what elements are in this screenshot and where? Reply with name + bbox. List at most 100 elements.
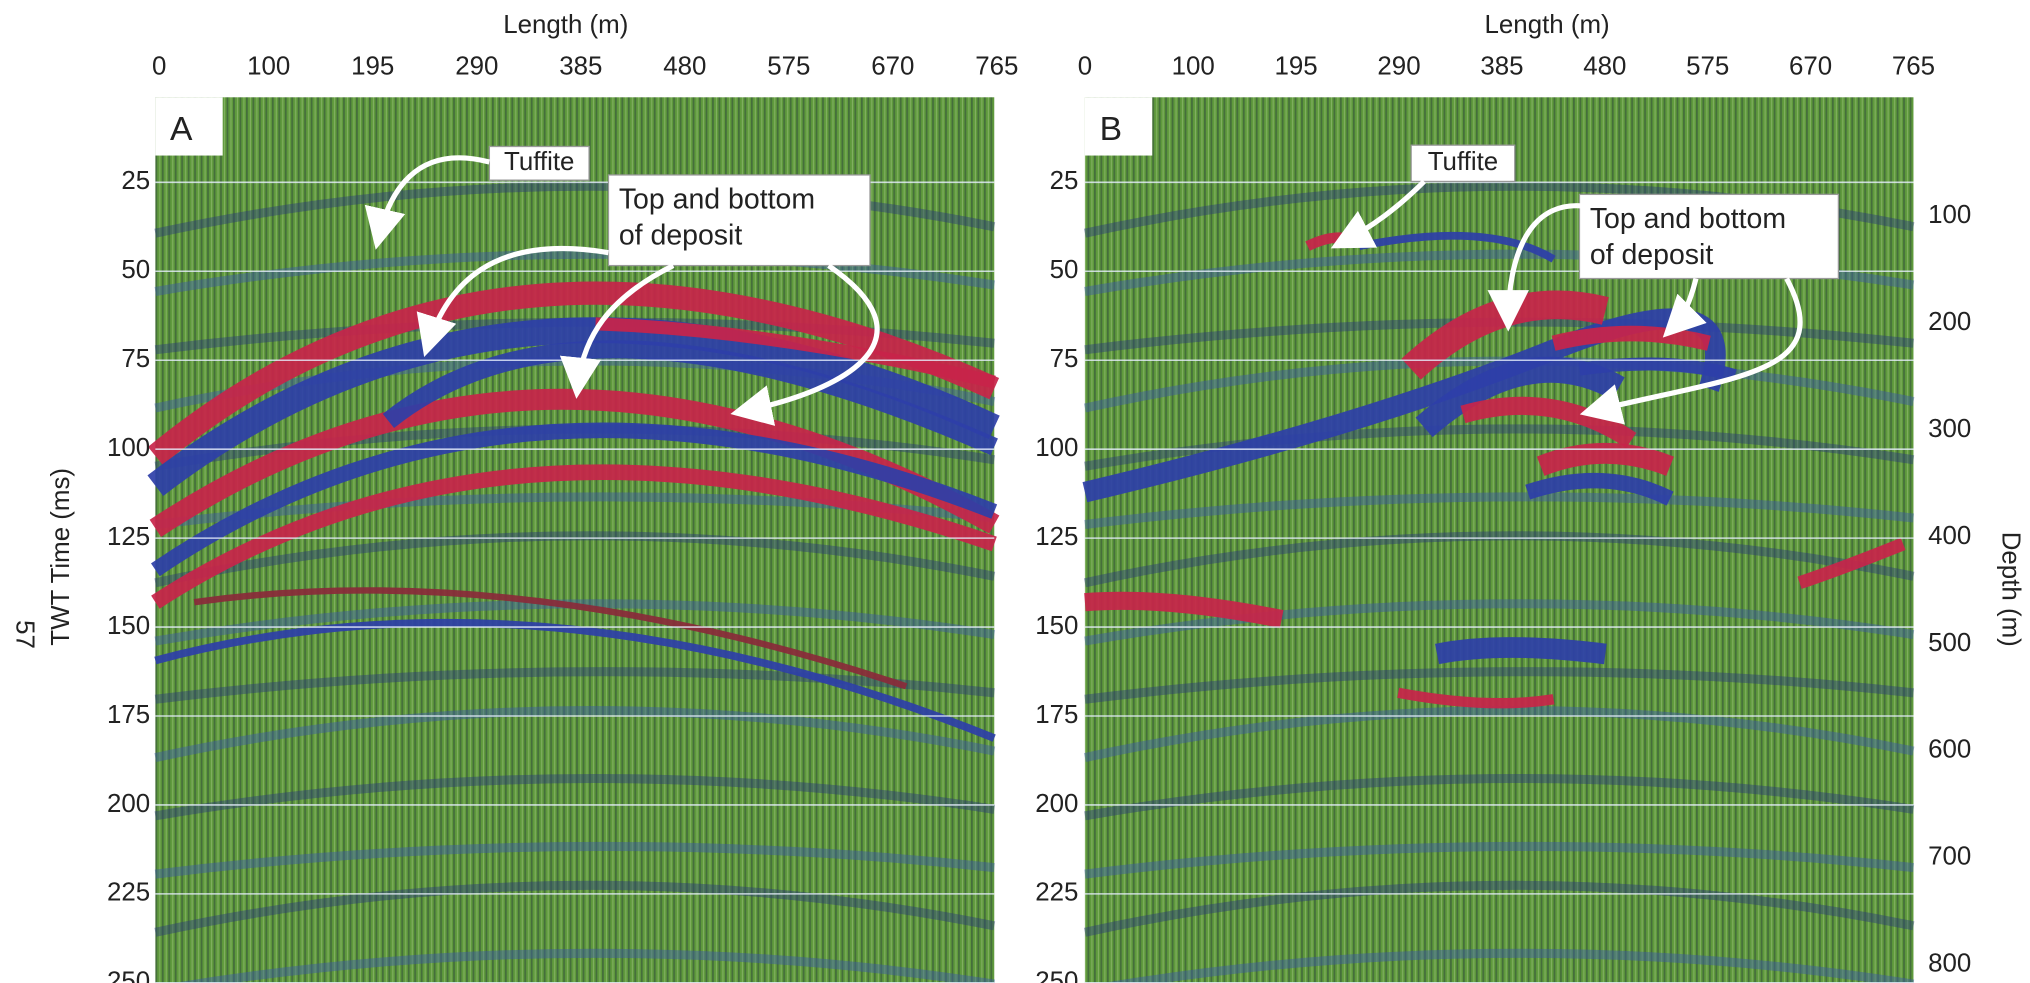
y-tick-label: 50 (1050, 256, 1079, 284)
y-tick-label: 200 (107, 790, 150, 818)
y-tick-label: 175 (107, 701, 150, 729)
y-tick-label: 150 (107, 612, 150, 640)
x-axis-title: Length (m) (503, 11, 628, 39)
y-tick-label: 100 (1035, 434, 1078, 462)
reflector (1536, 442, 1674, 476)
y2-tick-label: 800 (1928, 950, 1971, 978)
reflector (147, 317, 1000, 496)
annotation: Tuffite (504, 148, 574, 176)
y2-tick-label: 400 (1928, 522, 1971, 550)
reflector-band (1084, 773, 1915, 821)
reflector (150, 422, 998, 577)
reflector (595, 317, 996, 389)
y2-tick-label: 500 (1928, 629, 1971, 657)
arrow (364, 155, 491, 250)
reflector (1460, 396, 1637, 448)
y-tick-label: 125 (1035, 523, 1078, 551)
arrow (1330, 179, 1426, 249)
reflector (1397, 687, 1555, 709)
reflector (1415, 356, 1625, 438)
deposit-box (607, 174, 871, 267)
reflector (1551, 325, 1711, 351)
panel-label: B (1100, 111, 1122, 148)
x-axis-title: Length (m) (1485, 11, 1610, 39)
page-number: 57 (10, 620, 38, 649)
annotation: Top and bottom (1590, 203, 1786, 235)
x-tick-label: 100 (247, 52, 290, 80)
reflector (147, 281, 1000, 465)
x-tick-label: 765 (975, 52, 1018, 80)
arrow (1662, 277, 1707, 338)
panel-label: A (170, 111, 193, 148)
x-tick-label: 290 (455, 52, 498, 80)
y-tick-label: 75 (121, 345, 150, 373)
arrow (1579, 277, 1803, 425)
y-tick-label: 175 (1035, 701, 1078, 729)
reflector-band (154, 706, 996, 762)
x-tick-label: 575 (767, 52, 810, 80)
reflector (1578, 357, 1737, 382)
y-tick-label: 250 (1035, 968, 1078, 983)
annotation: Tuffite (1428, 148, 1498, 176)
reflector-band (1084, 599, 1915, 646)
deposit-box (1578, 193, 1840, 280)
reflector (1435, 637, 1607, 665)
y2-tick-label: 300 (1928, 415, 1971, 443)
reflector-band (173, 948, 995, 983)
y-tick-label: 200 (1035, 790, 1078, 818)
y-tick-label: 50 (121, 256, 150, 284)
x-tick-label: 765 (1892, 52, 1935, 80)
arrow (1487, 203, 1593, 332)
reflector (1797, 537, 1906, 589)
reflector-band (154, 667, 995, 704)
x-tick-label: 0 (152, 52, 166, 80)
arrow (416, 245, 609, 358)
reflector-band (1084, 667, 1914, 704)
tuffite-box (488, 145, 590, 181)
reflector-band (154, 531, 996, 588)
x-tick-label: 575 (1686, 52, 1729, 80)
x-tick-label: 0 (1078, 52, 1092, 80)
x-tick-label: 670 (1789, 52, 1832, 80)
x-tick-label: 480 (663, 52, 706, 80)
reflector (1084, 591, 1284, 628)
x-tick-label: 195 (351, 52, 394, 80)
y2-tick-label: 200 (1928, 308, 1971, 336)
panel-label-box (155, 97, 223, 156)
x-tick-label: 195 (1275, 52, 1318, 80)
panel-label-box (1084, 97, 1153, 156)
y2-tick-label: 600 (1928, 736, 1971, 764)
y-tick-label: 100 (107, 434, 150, 462)
x-tick-label: 290 (1377, 52, 1420, 80)
y-tick-label: 225 (107, 879, 150, 907)
x-tick-label: 480 (1583, 52, 1626, 80)
reflector-band (154, 841, 995, 879)
y-tick-label: 25 (121, 167, 150, 195)
x-tick-label: 385 (1480, 52, 1523, 80)
annotation: of deposit (1590, 239, 1714, 271)
y-tick-label: 225 (1035, 879, 1078, 907)
reflector-band (1083, 531, 1915, 588)
reflector-band (154, 880, 996, 937)
reflector-band (1084, 492, 1914, 530)
y-axis-title: TWT Time (ms) (47, 468, 75, 646)
y-tick-label: 125 (107, 523, 150, 551)
reflector (151, 464, 997, 609)
reflector (382, 340, 998, 456)
reflector (154, 618, 996, 742)
y-tick-label: 250 (107, 968, 150, 983)
reflector (1525, 472, 1674, 506)
y2-tick-label: 100 (1928, 201, 1971, 229)
annotation: of deposit (619, 220, 743, 252)
y-tick-label: 150 (1035, 612, 1078, 640)
y-tick-label: 75 (1050, 345, 1079, 373)
reflector (193, 587, 908, 690)
reflector-band (154, 181, 996, 238)
annotation: Top and bottom (619, 183, 815, 215)
x-tick-label: 100 (1172, 52, 1215, 80)
y2-axis-title: Depth (m) (1996, 532, 2024, 647)
reflector-band (1084, 841, 1914, 879)
reflector-band (154, 249, 995, 296)
reflector (1358, 231, 1556, 263)
